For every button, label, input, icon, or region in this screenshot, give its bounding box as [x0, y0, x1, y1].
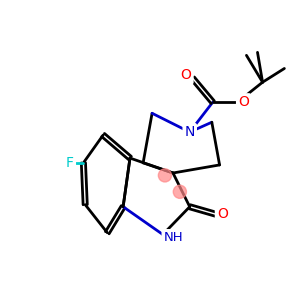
Circle shape — [158, 169, 172, 182]
Text: O: O — [181, 68, 192, 82]
Text: N: N — [184, 125, 195, 139]
Text: O: O — [238, 95, 249, 109]
Text: O: O — [217, 207, 228, 221]
Circle shape — [173, 185, 186, 198]
Text: NH: NH — [164, 231, 183, 244]
Text: F: F — [66, 156, 74, 170]
